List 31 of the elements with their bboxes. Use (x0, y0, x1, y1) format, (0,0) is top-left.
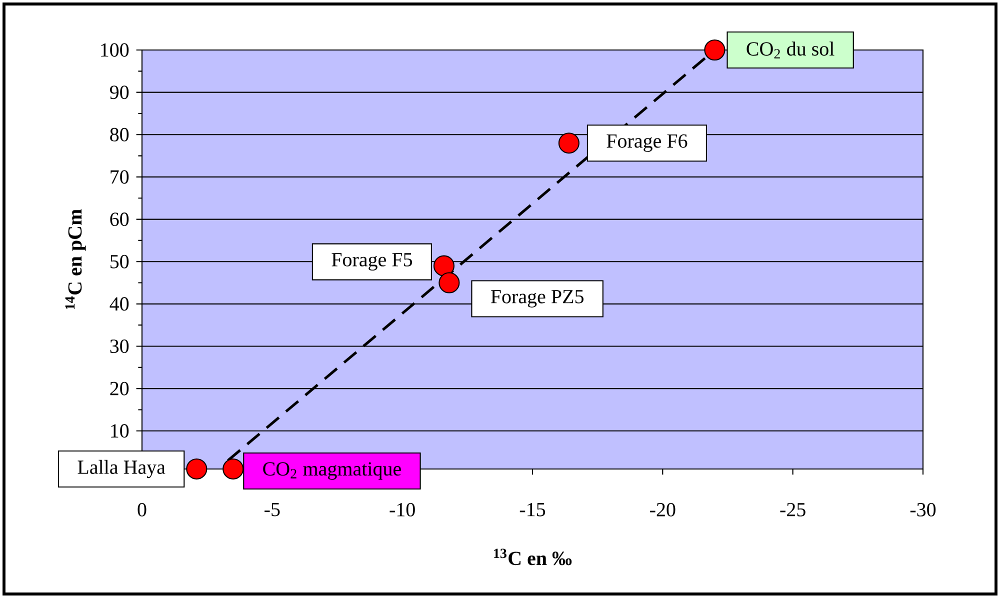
y-tick-label: 20 (110, 382, 129, 396)
x-axis-title: $^{13}$C en ‰ (494, 548, 572, 566)
annotation: Forage F5 (332, 253, 412, 271)
y-tick-label: 30 (110, 340, 129, 353)
x-tick-label: -30 (910, 502, 936, 516)
x-tick-label: -20 (650, 502, 676, 516)
y-tick-label: 60 (110, 212, 129, 226)
annotation: Forage F6 (606, 134, 688, 152)
x-tick-label: -15 (520, 502, 546, 516)
point (222, 458, 244, 480)
x-tick-label: -10 (390, 502, 415, 516)
y-tick-label: 10 (111, 424, 129, 438)
x-tick-label: -25 (780, 502, 806, 516)
y-tick-label: 50 (110, 254, 129, 268)
y-tick-label: 100 (101, 43, 129, 57)
point (438, 272, 460, 294)
annotation: CO$_{2}$ du sol (746, 42, 834, 58)
y-tick-label: 80 (110, 128, 129, 142)
y-tick-label: 70 (110, 170, 129, 184)
x-tick-label: -5 (264, 502, 280, 516)
annotation: Forage PZ5 (490, 290, 584, 308)
point (433, 255, 455, 276)
x-tick-label: 0 (138, 502, 146, 516)
y-tick-label: 90 (110, 86, 129, 100)
y-tick-label: 40 (110, 297, 129, 311)
point (186, 458, 208, 480)
point (558, 132, 580, 154)
y-axis-title: $^{14}$C en pCm (65, 209, 86, 310)
annotation: Lalla Haya (78, 460, 166, 478)
annotation: CO$_{2}$ magmatique (263, 462, 401, 480)
point (704, 39, 726, 61)
